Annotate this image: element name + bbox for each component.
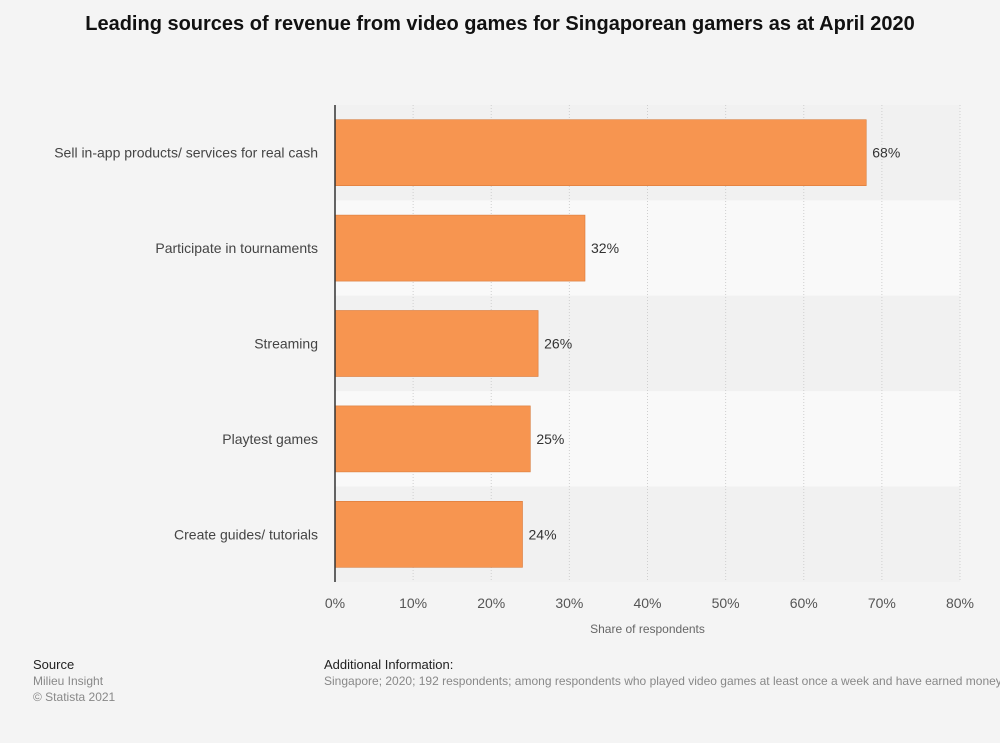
additional-info-block: Additional Information: Singapore; 2020;… xyxy=(324,657,1000,689)
x-axis-title: Share of respondents xyxy=(590,622,705,636)
x-tick-label: 70% xyxy=(868,595,896,611)
bar xyxy=(334,310,539,377)
x-tick-label: 20% xyxy=(477,595,505,611)
source-line: Milieu Insight xyxy=(33,674,104,688)
category-label: Streaming xyxy=(254,336,318,352)
bar xyxy=(334,119,867,186)
bar xyxy=(334,500,523,568)
category-label: Create guides/ tutorials xyxy=(174,526,318,542)
category-label: Sell in-app products/ services for real … xyxy=(54,145,318,161)
x-tick-label: 0% xyxy=(325,595,345,611)
source-heading: Source xyxy=(33,657,75,672)
x-tick-label: 30% xyxy=(555,595,583,611)
additional-info-text: Singapore; 2020; 192 respondents; among … xyxy=(324,674,1000,688)
additional-info-heading: Additional Information: xyxy=(324,657,454,672)
value-label: 32% xyxy=(591,240,619,256)
bar xyxy=(334,214,586,282)
category-label: Participate in tournaments xyxy=(155,240,318,256)
value-label: 26% xyxy=(544,336,572,352)
x-tick-label: 60% xyxy=(790,595,818,611)
value-label: 25% xyxy=(536,431,564,447)
bar-chart: 0% 10% 20% 30% 40% 50% 60% 70% 80% Sell in-app pr… xyxy=(54,105,974,636)
copyright-line: © Statista 2021 xyxy=(33,690,116,704)
x-tick-label: 80% xyxy=(946,595,974,611)
x-tick-label: 50% xyxy=(712,595,740,611)
bar xyxy=(334,405,531,473)
category-label: Playtest games xyxy=(222,431,318,447)
x-tick-label: 10% xyxy=(399,595,427,611)
source-block: Source Milieu Insight © Statista 2021 xyxy=(33,657,115,705)
chart-title: Leading sources of revenue from video ga… xyxy=(85,13,915,35)
value-label: 68% xyxy=(872,145,900,161)
value-label: 24% xyxy=(529,526,557,542)
x-tick-label: 40% xyxy=(633,595,661,611)
